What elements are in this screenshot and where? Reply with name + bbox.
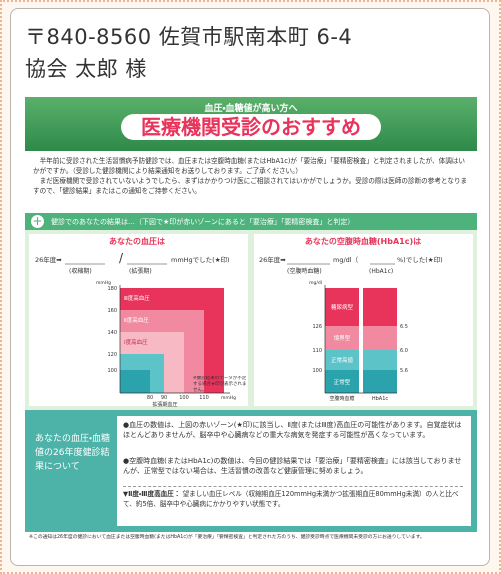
intro-paragraph: 半年前に受診された生活習慣病予防健診では、血圧または空腹時血糖(またはHbA1c… — [33, 157, 469, 176]
y-tick-label: 100 — [312, 368, 322, 374]
plus-icon: + — [31, 215, 44, 228]
glucose-hba1c: (HbA1c) — [369, 268, 393, 275]
y-tick-label: 160 — [107, 308, 117, 314]
y-tick-label: 126 — [312, 324, 322, 330]
card: 〒840-8560 佐賀市駅南本町 6-4 協会 太郎 様 血圧・血糖値が高い方… — [10, 8, 490, 566]
flyer: 血圧・血糖値が高い方へ 医療機関受診のおすすめ 半年前に受診された生活習慣病予防… — [25, 97, 477, 549]
bp-note: ※健診結果のデータが不足する場合★印が表示されません。 — [193, 376, 248, 394]
zone-label: Ⅱ度高血圧 — [124, 316, 149, 324]
y-unit: mg/dl — [309, 280, 322, 286]
bp-unit-line: mmHgでした(★印) — [171, 255, 230, 264]
y-tick-label: 110 — [312, 348, 322, 354]
banner-title: 医療機関受診のおすすめ — [121, 114, 381, 140]
hba1c-column — [363, 288, 397, 393]
zone-diabetic — [363, 288, 397, 326]
zone-normal — [120, 370, 150, 393]
bp-systolic: (収縮期) — [69, 267, 92, 275]
result-section: あなたの血圧・血糖値の26年度健診結果について ●血圧の数値は、上図の赤いゾーン… — [25, 410, 477, 532]
y2-tick-label: 5.6 — [400, 368, 408, 374]
glucose-year: 26年度➡ — [259, 255, 286, 264]
zone-normal — [363, 370, 397, 393]
x-label: HbA1c — [372, 396, 389, 402]
y-tick-label: 140 — [107, 330, 117, 336]
body: {"address":"〒840-8560 佐賀市駅南本町 6-4", "rec… — [0, 0, 501, 574]
result-side: あなたの血圧・血糖値の26年度健診結果について — [35, 432, 111, 474]
result-box: ●血圧の数値は、上図の赤いゾーン(★印)に該当し、Ⅱ度(またはⅢ度)高血圧の可能… — [117, 416, 471, 526]
x-label: 拡張期血圧 — [152, 401, 177, 408]
y2-tick-label: 6.0 — [400, 348, 408, 354]
charts-area: あなたの血圧は 26年度➡ / mmHgでした(★印) (収縮期) (拡張期) … — [25, 230, 477, 410]
zone-label: 境界型 — [334, 334, 351, 342]
banner: 血圧・血糖値が高い方へ 医療機関受診のおすすめ — [25, 97, 477, 151]
intro-paragraph: まだ医療機関で受診されていないようでしたら、まずはかかりつけ医にご相談されてはい… — [33, 177, 469, 196]
bp-slash: / — [119, 251, 124, 265]
section-header: + 健診でのあなたの結果は…（下図で★印が赤いゾーンにあると「要治療」「要精密検… — [25, 213, 477, 230]
zone-label: Ⅰ度高血圧 — [124, 338, 148, 346]
x-label: 空腹時血糖 — [329, 395, 354, 402]
address: 〒840-8560 佐賀市駅南本町 6-4 — [25, 21, 352, 51]
recipient: 協会 太郎 様 — [25, 53, 147, 83]
result-note-head: ▼Ⅱ度・Ⅲ度高血圧： — [123, 490, 180, 498]
glucose-title: あなたの空腹時血糖(HbA1c)は — [305, 236, 421, 246]
zone-borderline — [363, 326, 397, 350]
zone-label: Ⅲ度高血圧 — [124, 294, 150, 302]
section-header-text: 健診でのあなたの結果は…（下図で★印が赤いゾーンにあると「要治療」「要精密検査」… — [51, 217, 354, 227]
y-tick-label: 180 — [107, 286, 117, 292]
x-tick-label: 100 — [179, 395, 189, 401]
result-item: ●空腹時血糖(またはHbA1c)の数値は、今回の健診結果では「要治療」「要精密検… — [123, 456, 463, 476]
zone-label: 正常高値 — [331, 356, 354, 364]
glucose-unit-line: mg/dl（ — [333, 256, 359, 264]
bp-year: 26年度➡ — [35, 255, 62, 264]
x-tick-label: 90 — [161, 395, 167, 401]
bp-title: あなたの血圧は — [109, 236, 165, 246]
zone-label: 糖尿病型 — [331, 303, 354, 311]
bp-note-box: ※健診結果のデータが不足する場合★印が表示されません。 — [193, 376, 248, 404]
y2-tick-label: 6.5 — [400, 324, 408, 330]
y-tick-label: 100 — [107, 368, 117, 374]
zone-normal-high — [363, 350, 397, 370]
x-tick-label: 80 — [147, 395, 153, 401]
banner-subtitle: 血圧・血糖値が高い方へ — [25, 101, 477, 114]
bp-diastolic: (拡張期) — [129, 267, 152, 275]
glucose-unit-line2: %)でした(★印) — [397, 255, 443, 264]
footnote: ※この通知は26年度の健診において血圧または空腹時血糖(またはHbA1c)が「要… — [29, 535, 473, 542]
page: 受診勧奨通知 html,body{margin:0;padding:0;widt… — [0, 0, 501, 574]
zone-label: 正常型 — [334, 378, 351, 386]
charts: あなたの血圧は 26年度➡ / mmHgでした(★印) (収縮期) (拡張期) … — [25, 230, 477, 410]
result-item: ●血圧の数値は、上図の赤いゾーン(★印)に該当し、Ⅱ度(またはⅢ度)高血圧の可能… — [123, 420, 463, 440]
result-note: ▼Ⅱ度・Ⅲ度高血圧： 望ましい血圧レベル（収縮期血圧120mmHg未満かつ拡張期… — [123, 486, 463, 524]
y-tick-label: 120 — [107, 352, 117, 358]
glucose-fasting: (空腹時血糖) — [287, 267, 322, 275]
